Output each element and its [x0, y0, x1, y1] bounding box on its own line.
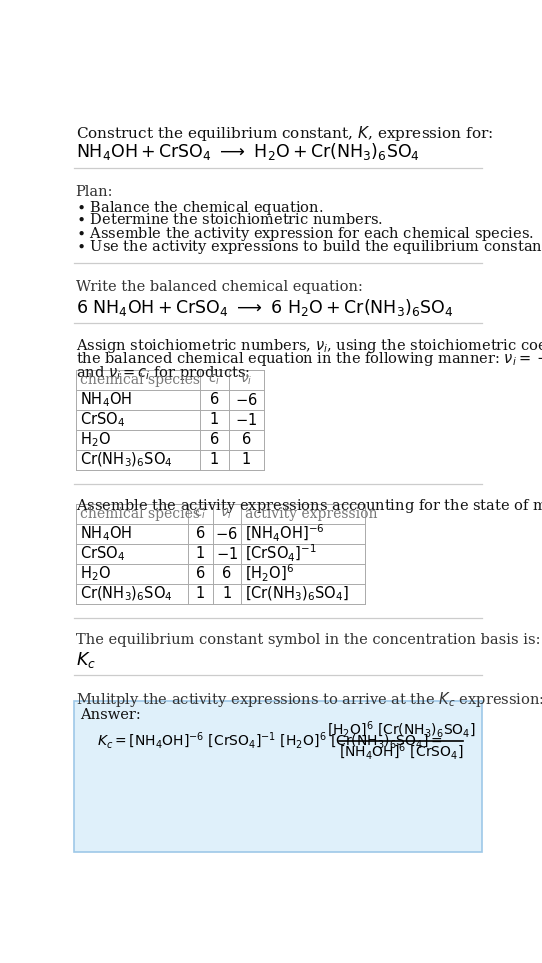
- Text: $\mathrm{NH_4OH}$: $\mathrm{NH_4OH}$: [80, 524, 132, 543]
- Text: $c_i$: $c_i$: [194, 507, 207, 521]
- Text: the balanced chemical equation in the following manner: $\nu_i = -c_i$ for react: the balanced chemical equation in the fo…: [75, 351, 542, 369]
- Text: chemical species: chemical species: [80, 507, 200, 521]
- Text: activity expression: activity expression: [245, 507, 378, 521]
- Text: $\mathrm{[NH_4OH]^{-6}}$: $\mathrm{[NH_4OH]^{-6}}$: [245, 523, 325, 544]
- Text: 6: 6: [222, 566, 231, 582]
- FancyBboxPatch shape: [74, 701, 482, 852]
- Text: 6: 6: [196, 566, 205, 582]
- Text: $\nu_i$: $\nu_i$: [221, 507, 233, 521]
- Text: $\mathrm{[H_2O]^6}$: $\mathrm{[H_2O]^6}$: [245, 563, 294, 585]
- Text: $\bullet$ Assemble the activity expression for each chemical species.: $\bullet$ Assemble the activity expressi…: [75, 225, 533, 243]
- Text: $\mathrm{[H_2O]^6\ [Cr(NH_3)_6SO_4]}$: $\mathrm{[H_2O]^6\ [Cr(NH_3)_6SO_4]}$: [327, 719, 475, 741]
- Text: Mulitply the activity expressions to arrive at the $K_c$ expression:: Mulitply the activity expressions to arr…: [75, 690, 542, 709]
- Text: $\nu_i$: $\nu_i$: [240, 373, 253, 387]
- Text: $-1$: $-1$: [235, 412, 257, 428]
- Text: $-6$: $-6$: [235, 392, 257, 407]
- Text: Assemble the activity expressions accounting for the state of matter and $\nu_i$: Assemble the activity expressions accoun…: [75, 498, 542, 515]
- Text: $\mathrm{H_2O}$: $\mathrm{H_2O}$: [80, 430, 111, 449]
- Text: $\bullet$ Use the activity expressions to build the equilibrium constant express: $\bullet$ Use the activity expressions t…: [75, 238, 542, 256]
- Text: $\mathrm{CrSO_4}$: $\mathrm{CrSO_4}$: [80, 544, 125, 563]
- Text: 6: 6: [210, 392, 219, 407]
- Text: 6: 6: [242, 432, 251, 447]
- Text: $\mathrm{Cr(NH_3)_6SO_4}$: $\mathrm{Cr(NH_3)_6SO_4}$: [80, 451, 173, 469]
- Text: 1: 1: [210, 453, 219, 467]
- Text: $-1$: $-1$: [216, 546, 238, 561]
- Text: 1: 1: [242, 453, 251, 467]
- Text: $\mathrm{NH_4OH}$: $\mathrm{NH_4OH}$: [80, 390, 132, 409]
- Text: $\mathrm{[Cr(NH_3)_6SO_4]}$: $\mathrm{[Cr(NH_3)_6SO_4]}$: [245, 585, 349, 603]
- Text: $\bullet$ Balance the chemical equation.: $\bullet$ Balance the chemical equation.: [75, 198, 323, 217]
- Text: $\mathrm{CrSO_4}$: $\mathrm{CrSO_4}$: [80, 410, 125, 429]
- Text: 1: 1: [210, 412, 219, 428]
- Text: $c_i$: $c_i$: [208, 373, 221, 387]
- Text: $-6$: $-6$: [215, 526, 238, 541]
- Text: $\mathrm{Cr(NH_3)_6SO_4}$: $\mathrm{Cr(NH_3)_6SO_4}$: [80, 585, 173, 603]
- Text: 1: 1: [196, 586, 205, 601]
- Text: 6: 6: [210, 432, 219, 447]
- Text: 6: 6: [196, 526, 205, 541]
- Text: Assign stoichiometric numbers, $\nu_i$, using the stoichiometric coefficients, $: Assign stoichiometric numbers, $\nu_i$, …: [75, 337, 542, 355]
- Text: Write the balanced chemical equation:: Write the balanced chemical equation:: [75, 279, 363, 294]
- Text: Construct the equilibrium constant, $K$, expression for:: Construct the equilibrium constant, $K$,…: [75, 124, 493, 143]
- Text: $\mathrm{[CrSO_4]^{-1}}$: $\mathrm{[CrSO_4]^{-1}}$: [245, 543, 317, 564]
- Text: $\mathrm{H_2O}$: $\mathrm{H_2O}$: [80, 564, 111, 583]
- Text: $K_c = \mathrm{[NH_4OH]^{-6}\ [CrSO_4]^{-1}\ [H_2O]^6\ [Cr(NH_3)_6SO_4] =}$: $K_c = \mathrm{[NH_4OH]^{-6}\ [CrSO_4]^{…: [97, 731, 443, 751]
- Text: 1: 1: [222, 586, 231, 601]
- Text: Answer:: Answer:: [80, 709, 141, 722]
- Text: $K_c$: $K_c$: [75, 650, 95, 670]
- Text: 1: 1: [196, 546, 205, 561]
- Text: $\mathrm{NH_4OH + CrSO_4 \ \longrightarrow \ H_2O + Cr(NH_3)_6SO_4}$: $\mathrm{NH_4OH + CrSO_4 \ \longrightarr…: [75, 141, 420, 162]
- Text: $\mathrm{6\ NH_4OH + CrSO_4 \ \longrightarrow \ 6\ H_2O + Cr(NH_3)_6SO_4}$: $\mathrm{6\ NH_4OH + CrSO_4 \ \longright…: [75, 297, 453, 318]
- Text: Plan:: Plan:: [75, 185, 113, 199]
- Text: and $\nu_i = c_i$ for products:: and $\nu_i = c_i$ for products:: [75, 363, 250, 381]
- Text: $\bullet$ Determine the stoichiometric numbers.: $\bullet$ Determine the stoichiometric n…: [75, 212, 383, 227]
- Text: chemical species: chemical species: [80, 373, 200, 387]
- Text: $\mathrm{[NH_4OH]^6\ [CrSO_4]}$: $\mathrm{[NH_4OH]^6\ [CrSO_4]}$: [339, 742, 463, 762]
- Text: The equilibrium constant symbol in the concentration basis is:: The equilibrium constant symbol in the c…: [75, 633, 540, 647]
